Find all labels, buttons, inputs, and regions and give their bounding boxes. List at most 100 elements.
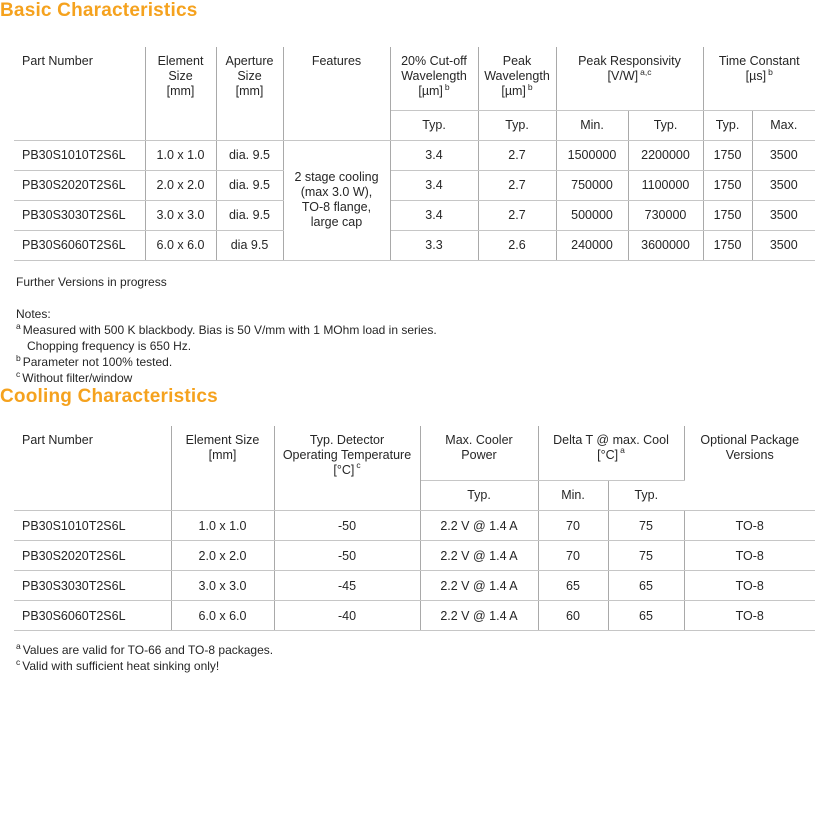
cell-delta-typ: 75 <box>608 540 685 571</box>
col-header-cooler-power: Max. Cooler Power <box>420 425 539 481</box>
cell-cutoff-typ: 3.3 <box>390 230 479 261</box>
header-sup: a,c <box>640 66 652 77</box>
cell-resp-typ: 730000 <box>628 200 704 231</box>
header-label: Delta T @ max. Cool <box>553 432 669 447</box>
header-unit: [mm] <box>208 447 237 462</box>
cell-resp-typ: 1100000 <box>628 170 704 201</box>
col-header-element-size: Element Size [mm] <box>145 47 217 141</box>
col-header-cutoff-wavelength: 20% Cut-off Wavelength [µm] b <box>390 47 479 111</box>
table-row: PB30S2020T2S6L 2.0 x 2.0 -50 2.2 V @ 1.4… <box>14 540 815 571</box>
header-sup: a <box>620 445 625 456</box>
note-text: Valid with sufficient heat sinking only! <box>22 659 220 673</box>
cell-package: TO-8 <box>684 510 815 541</box>
table-row: PB30S1010T2S6L 1.0 x 1.0 dia. 9.5 2 stag… <box>14 140 815 261</box>
col-header-operating-temperature: Typ. Detector Operating Temperature [°C] c <box>274 425 421 511</box>
col-header-optional-package: Optional Package Versions <box>684 425 815 511</box>
col-header-element-size: Element Size [mm] <box>171 425 275 511</box>
col-header-delta-t: Delta T @ max. Cool [°C] a <box>538 425 685 481</box>
cell-resp-min: 500000 <box>556 200 629 231</box>
header-unit: [µm] <box>418 84 443 98</box>
cell-part-number: PB30S6060T2S6L <box>14 230 146 261</box>
header-unit: [°C] <box>333 462 355 477</box>
cell-tc-typ: 1750 <box>703 170 753 201</box>
header-label: Element Size <box>185 432 260 447</box>
cell-resp-min: 750000 <box>556 170 629 201</box>
note-sup: a <box>16 320 21 331</box>
cell-resp-typ: 2200000 <box>628 140 704 171</box>
cell-tc-typ: 1750 <box>703 200 753 231</box>
cell-part-number: PB30S6060T2S6L <box>14 600 172 631</box>
notes-title: Notes: <box>16 306 51 321</box>
cell-aperture-size: dia. 9.5 <box>216 170 284 201</box>
note-line-a: a Measured with 500 K blackbody. Bias is … <box>16 320 819 338</box>
header-unit: [µm] <box>501 84 526 98</box>
header-label: Optional Package Versions <box>700 432 800 462</box>
note-text: Measured with 500 K blackbody. Bias is 5… <box>22 322 437 337</box>
basic-subheader-row: Typ. Typ. Min. Typ. Typ. Max. <box>14 110 815 141</box>
note-text: Values are valid for TO-66 and TO-8 pack… <box>22 643 274 657</box>
col-header-part-number: Part Number <box>14 425 172 511</box>
header-label: Element Size <box>157 54 204 83</box>
cell-part-number: PB30S2020T2S6L <box>14 170 146 201</box>
header-label: Max. Cooler Power <box>445 432 513 462</box>
cell-peak-typ: 2.7 <box>478 170 557 201</box>
header-label: 20% Cut-off Wavelength <box>401 54 467 83</box>
cell-package: TO-8 <box>684 540 815 571</box>
cell-element-size: 1.0 x 1.0 <box>145 140 217 171</box>
note-sup: a <box>16 641 21 651</box>
col-header-features: Features <box>283 47 391 141</box>
features-line: 2 stage cooling <box>294 170 379 184</box>
cell-tc-typ: 1750 <box>703 140 753 171</box>
cell-delta-typ: 75 <box>608 510 685 541</box>
col-header-aperture-size: Aperture Size [mm] <box>216 47 284 141</box>
col-header-peak-wavelength: Peak Wavelength [µm] b <box>478 47 557 111</box>
header-label: Part Number <box>22 432 93 447</box>
header-unit: [µs] <box>745 69 767 83</box>
cell-package: TO-8 <box>684 570 815 601</box>
cell-element-size: 2.0 x 2.0 <box>171 540 275 571</box>
note-line-b: b Parameter not 100% tested. <box>16 353 819 370</box>
cell-cooler-power: 2.2 V @ 1.4 A <box>420 600 539 631</box>
col-header-time-constant: Time Constant [µs] b <box>703 47 815 111</box>
table-row: PB30S6060T2S6L 6.0 x 6.0 dia 9.5 3.3 2.6… <box>14 230 815 261</box>
cooling-header-row: Part Number Element Size [mm] Typ. Detect… <box>14 425 815 511</box>
cell-cutoff-typ: 3.4 <box>390 170 479 201</box>
note-text: Chopping frequency is 650 Hz. <box>27 338 192 353</box>
subheader-tc-max: Max. <box>752 110 815 141</box>
basic-header-row: Part Number Element Size [mm] Aperture Si… <box>14 47 815 141</box>
basic-characteristics-section: Basic Characteristics Part Number Elemen… <box>0 0 819 386</box>
cell-delta-typ: 65 <box>608 570 685 601</box>
cell-tc-max: 3500 <box>752 140 815 171</box>
header-label: Peak Wavelength <box>484 54 550 83</box>
header-unit: [mm] <box>235 84 264 98</box>
header-sup: b <box>444 81 450 92</box>
cell-tc-max: 3500 <box>752 170 815 201</box>
note-line-continuation: Chopping frequency is 650 Hz. <box>16 339 819 354</box>
header-sup: b <box>527 81 533 92</box>
cell-delta-typ: 65 <box>608 600 685 631</box>
note-text: Parameter not 100% tested. <box>22 354 173 369</box>
note-line-a: a Values are valid for TO-66 and TO-8 pac… <box>16 641 819 658</box>
header-sup: b <box>768 66 773 77</box>
cell-aperture-size: dia 9.5 <box>216 230 284 261</box>
cell-aperture-size: dia. 9.5 <box>216 200 284 231</box>
subheader-resp-min: Min. <box>556 110 629 141</box>
subheader-resp-typ: Typ. <box>628 110 704 141</box>
cell-tc-typ: 1750 <box>703 230 753 261</box>
cell-peak-typ: 2.6 <box>478 230 557 261</box>
header-label: Part Number <box>22 54 93 68</box>
cell-part-number: PB30S1010T2S6L <box>14 140 146 171</box>
cell-element-size: 6.0 x 6.0 <box>145 230 217 261</box>
col-header-peak-responsivity: Peak Responsivity [V/W] a,c <box>556 47 704 111</box>
cell-resp-typ: 3600000 <box>628 230 704 261</box>
cell-delta-min: 60 <box>538 600 609 631</box>
cell-operating-temperature: -50 <box>274 510 421 541</box>
subheader-cutoff-typ: Typ. <box>390 110 479 141</box>
cell-part-number: PB30S3030T2S6L <box>14 570 172 601</box>
note-sup: c <box>16 657 21 667</box>
header-label: Features <box>311 54 362 68</box>
cell-part-number: PB30S1010T2S6L <box>14 510 172 541</box>
cell-cooler-power: 2.2 V @ 1.4 A <box>420 540 539 571</box>
cell-operating-temperature: -40 <box>274 600 421 631</box>
